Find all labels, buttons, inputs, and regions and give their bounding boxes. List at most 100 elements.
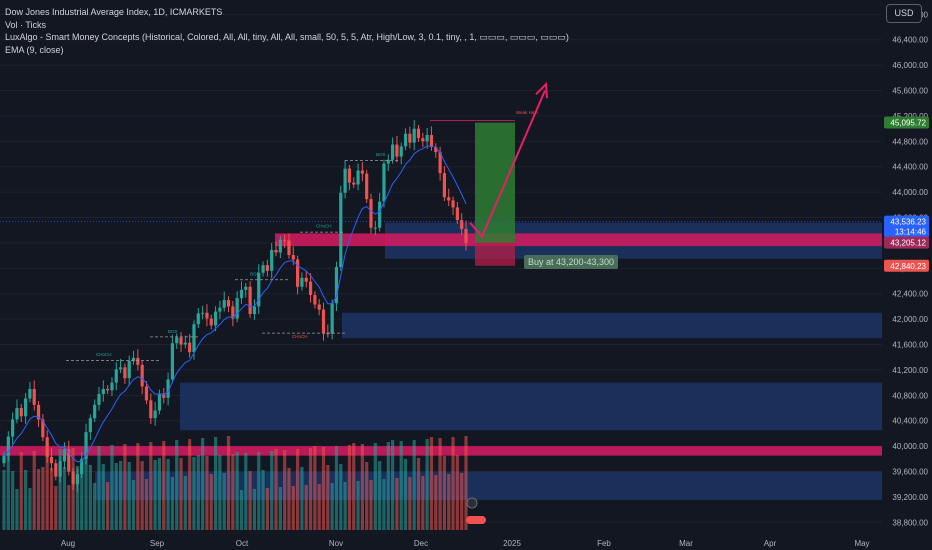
- buy-annotation[interactable]: Buy at 43,200-43,300: [524, 255, 619, 269]
- projection-arrow: [469, 90, 546, 239]
- candle-body: [140, 364, 144, 387]
- candle-body: [131, 357, 136, 362]
- volume-bar: [45, 450, 49, 530]
- y-tick-label: 46,000.00: [892, 61, 928, 70]
- candle-body: [408, 133, 412, 143]
- volume-bar: [261, 470, 265, 530]
- volume-bar: [395, 478, 399, 530]
- candle-body: [261, 265, 265, 273]
- candle-body: [114, 369, 118, 383]
- volume-bar: [226, 436, 231, 530]
- y-tick-label: 38,800.00: [892, 518, 928, 527]
- volume-bar: [15, 489, 19, 530]
- candle-body: [382, 163, 386, 202]
- volume-bar: [270, 451, 274, 530]
- structure-label: CHoCH: [316, 224, 332, 229]
- candle-body: [110, 382, 114, 391]
- candle-body: [231, 306, 235, 319]
- demand-zone: [342, 312, 882, 339]
- candle-body: [19, 408, 23, 417]
- volume-bar: [97, 446, 101, 530]
- earnings-icon: [466, 516, 486, 524]
- x-tick-label: May: [854, 539, 869, 548]
- candle-body: [209, 318, 213, 326]
- ema-indicator-label[interactable]: EMA (9, close): [5, 44, 64, 55]
- candle-body: [244, 286, 248, 290]
- volume-bar: [386, 442, 390, 530]
- ema-line: [3, 145, 467, 463]
- vol-indicator-label[interactable]: Vol · Ticks: [5, 19, 47, 30]
- volume-bar: [464, 436, 468, 530]
- y-tick-label: 42,400.00: [892, 290, 928, 299]
- structure-label: BOS: [168, 329, 178, 334]
- volume-bar: [19, 452, 23, 530]
- y-tick-label: 46,400.00: [892, 36, 928, 45]
- candle-body: [343, 168, 347, 193]
- candle-body: [28, 388, 32, 399]
- candle-body: [270, 249, 274, 271]
- volume-bar: [149, 442, 153, 530]
- luxalgo-indicator-label[interactable]: LuxAlgo - Smart Money Concepts (Historic…: [5, 32, 569, 42]
- volume-bar: [455, 455, 459, 530]
- volume-bar: [283, 450, 287, 530]
- volume-bar: [416, 458, 421, 530]
- y-tick-label: 40,000.00: [892, 442, 928, 451]
- x-tick-label: Apr: [764, 539, 777, 548]
- candle-body: [93, 404, 97, 419]
- x-tick-label: Mar: [679, 539, 693, 548]
- candle-body: [127, 361, 131, 379]
- volume-bar: [291, 486, 295, 530]
- candle-body: [365, 173, 369, 200]
- volume-bar: [239, 490, 244, 530]
- candle-body: [248, 286, 252, 315]
- candle-body: [2, 455, 6, 464]
- candle-body: [235, 298, 239, 319]
- volume-bar: [412, 440, 416, 530]
- volume-bar: [339, 464, 343, 530]
- candle-body: [32, 388, 36, 405]
- currency-button[interactable]: USD: [886, 4, 922, 23]
- volume-bar: [131, 480, 136, 530]
- candle-body: [252, 306, 257, 315]
- y-tick-label: 41,200.00: [892, 366, 928, 375]
- volume-bar: [201, 438, 205, 530]
- candle-body: [41, 419, 45, 438]
- candle-body: [80, 458, 84, 475]
- volume-bar: [170, 477, 174, 530]
- price-label-bg: [884, 215, 929, 228]
- candle-body: [188, 342, 192, 353]
- y-tick-label: 44,000.00: [892, 188, 928, 197]
- volume-bar: [278, 487, 282, 530]
- candle-body: [390, 144, 395, 160]
- candle-body: [455, 207, 459, 221]
- candle-body: [330, 303, 334, 334]
- volume-bar: [296, 449, 300, 530]
- candle-body: [416, 128, 421, 139]
- x-tick-label: Nov: [329, 539, 343, 548]
- volume-bar: [183, 476, 187, 530]
- candle-body: [123, 367, 127, 379]
- candle-body: [257, 272, 261, 307]
- volume-bar: [123, 444, 127, 530]
- volume-bar: [67, 485, 71, 530]
- candle-body: [373, 227, 377, 229]
- supply-zone: [275, 233, 882, 247]
- candle-body: [421, 138, 425, 142]
- volume-bar: [2, 470, 6, 530]
- demand-zone: [95, 471, 882, 501]
- volume-bar: [205, 456, 209, 530]
- price-label-bg: [884, 225, 929, 238]
- volume-bar: [88, 465, 92, 530]
- volume-bar: [118, 461, 123, 530]
- candle-body: [213, 311, 218, 326]
- volume-bar: [6, 453, 10, 530]
- volume-bar: [326, 465, 330, 530]
- volume-bar: [75, 466, 80, 530]
- volume-bar: [41, 467, 45, 530]
- symbol-title[interactable]: Dow Jones Industrial Average Index, 1D, …: [5, 7, 223, 17]
- volume-bar: [93, 483, 97, 530]
- candle-body: [67, 449, 71, 472]
- volume-bar: [28, 488, 32, 530]
- volume-bar: [330, 483, 334, 530]
